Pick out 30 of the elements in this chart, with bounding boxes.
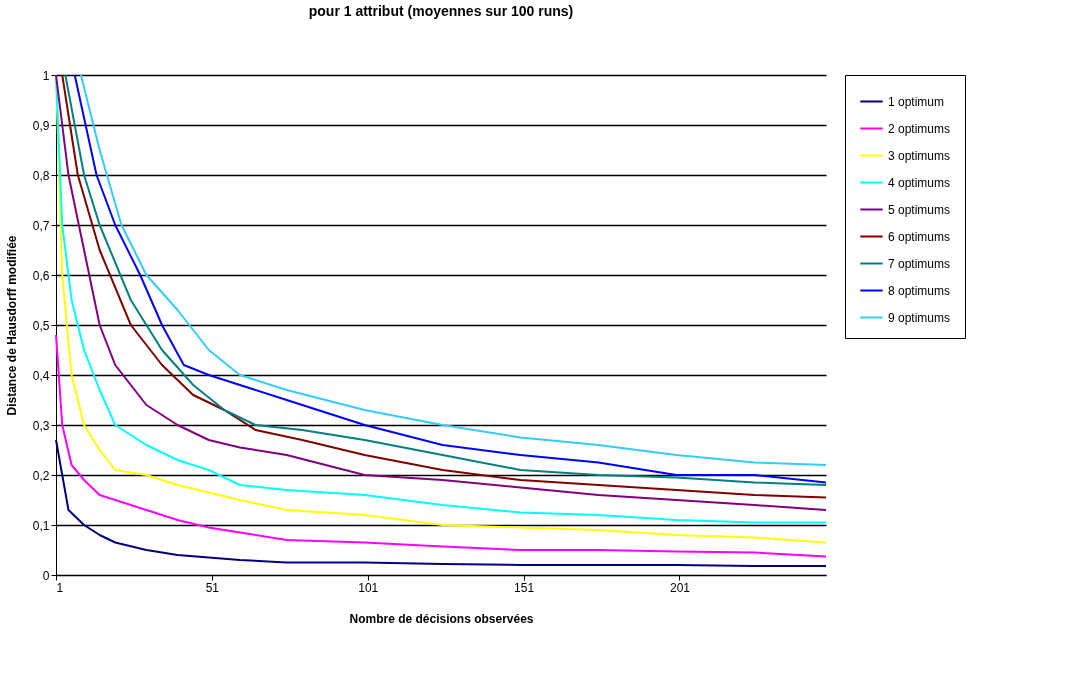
y-tick-label: 0,7 — [32, 218, 50, 233]
line-series — [55, 334, 827, 558]
x-tick-label: 51 — [205, 580, 220, 595]
legend-label: 8 optimums — [888, 283, 951, 298]
chart-title: pour 1 attribut (moyennes sur 100 runs) — [308, 3, 574, 19]
y-tick-label: 0,1 — [32, 518, 50, 533]
legend-label: 7 optimums — [888, 256, 951, 271]
legend-label: 1 optimum — [888, 94, 945, 109]
x-tick-label: 151 — [514, 580, 535, 595]
legend-label: 2 optimums — [888, 121, 951, 136]
x-tick-label: 1 — [56, 580, 64, 595]
x-tick-label: 201 — [669, 580, 691, 595]
y-axis-title: Distance de Hausdorff modifiée — [4, 235, 19, 416]
x-tick-label: 101 — [358, 580, 379, 595]
x-axis-title: Nombre de décisions observées — [349, 611, 534, 626]
y-tick-label: 0 — [42, 568, 50, 583]
y-tick-label: 0,5 — [32, 318, 50, 333]
legend-label: 9 optimums — [888, 310, 951, 325]
y-tick-label: 0,4 — [32, 368, 50, 383]
y-tick-label: 0,2 — [32, 468, 50, 483]
legend-label: 6 optimums — [888, 229, 951, 244]
y-tick-label: 1 — [42, 68, 50, 83]
legend-label: 5 optimums — [888, 202, 951, 217]
legend-label: 4 optimums — [888, 175, 951, 190]
y-tick-label: 0,3 — [32, 418, 50, 433]
line-series — [55, 439, 827, 567]
y-tick-label: 0,8 — [32, 168, 50, 183]
y-tick-label: 0,6 — [32, 268, 50, 283]
legend-label: 3 optimums — [888, 148, 951, 163]
y-tick-label: 0,9 — [32, 118, 50, 133]
